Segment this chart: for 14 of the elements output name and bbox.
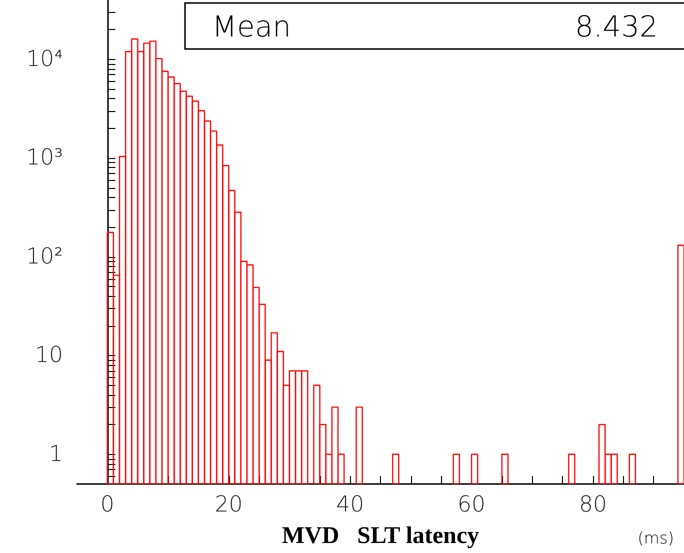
x-tick-label: 80 (578, 492, 607, 518)
y-tick-label: 10² (26, 244, 63, 270)
annotation: 8.432 (574, 10, 658, 44)
x-tick-label: 0 (100, 492, 114, 518)
x-tick-label: 20 (214, 492, 243, 518)
y-tick-label: 1 (49, 442, 63, 467)
x-tick-label: 40 (336, 492, 364, 518)
x-tick-label: 60 (458, 492, 486, 518)
annotation: Mean (212, 10, 292, 44)
text: (ms) (638, 528, 674, 548)
y-tick-label: 10 (35, 343, 63, 368)
y-tick-label: 10³ (26, 146, 63, 171)
x-axis-title: MVD SLT latency (282, 523, 480, 549)
y-tick-label: 10⁴ (26, 46, 63, 72)
